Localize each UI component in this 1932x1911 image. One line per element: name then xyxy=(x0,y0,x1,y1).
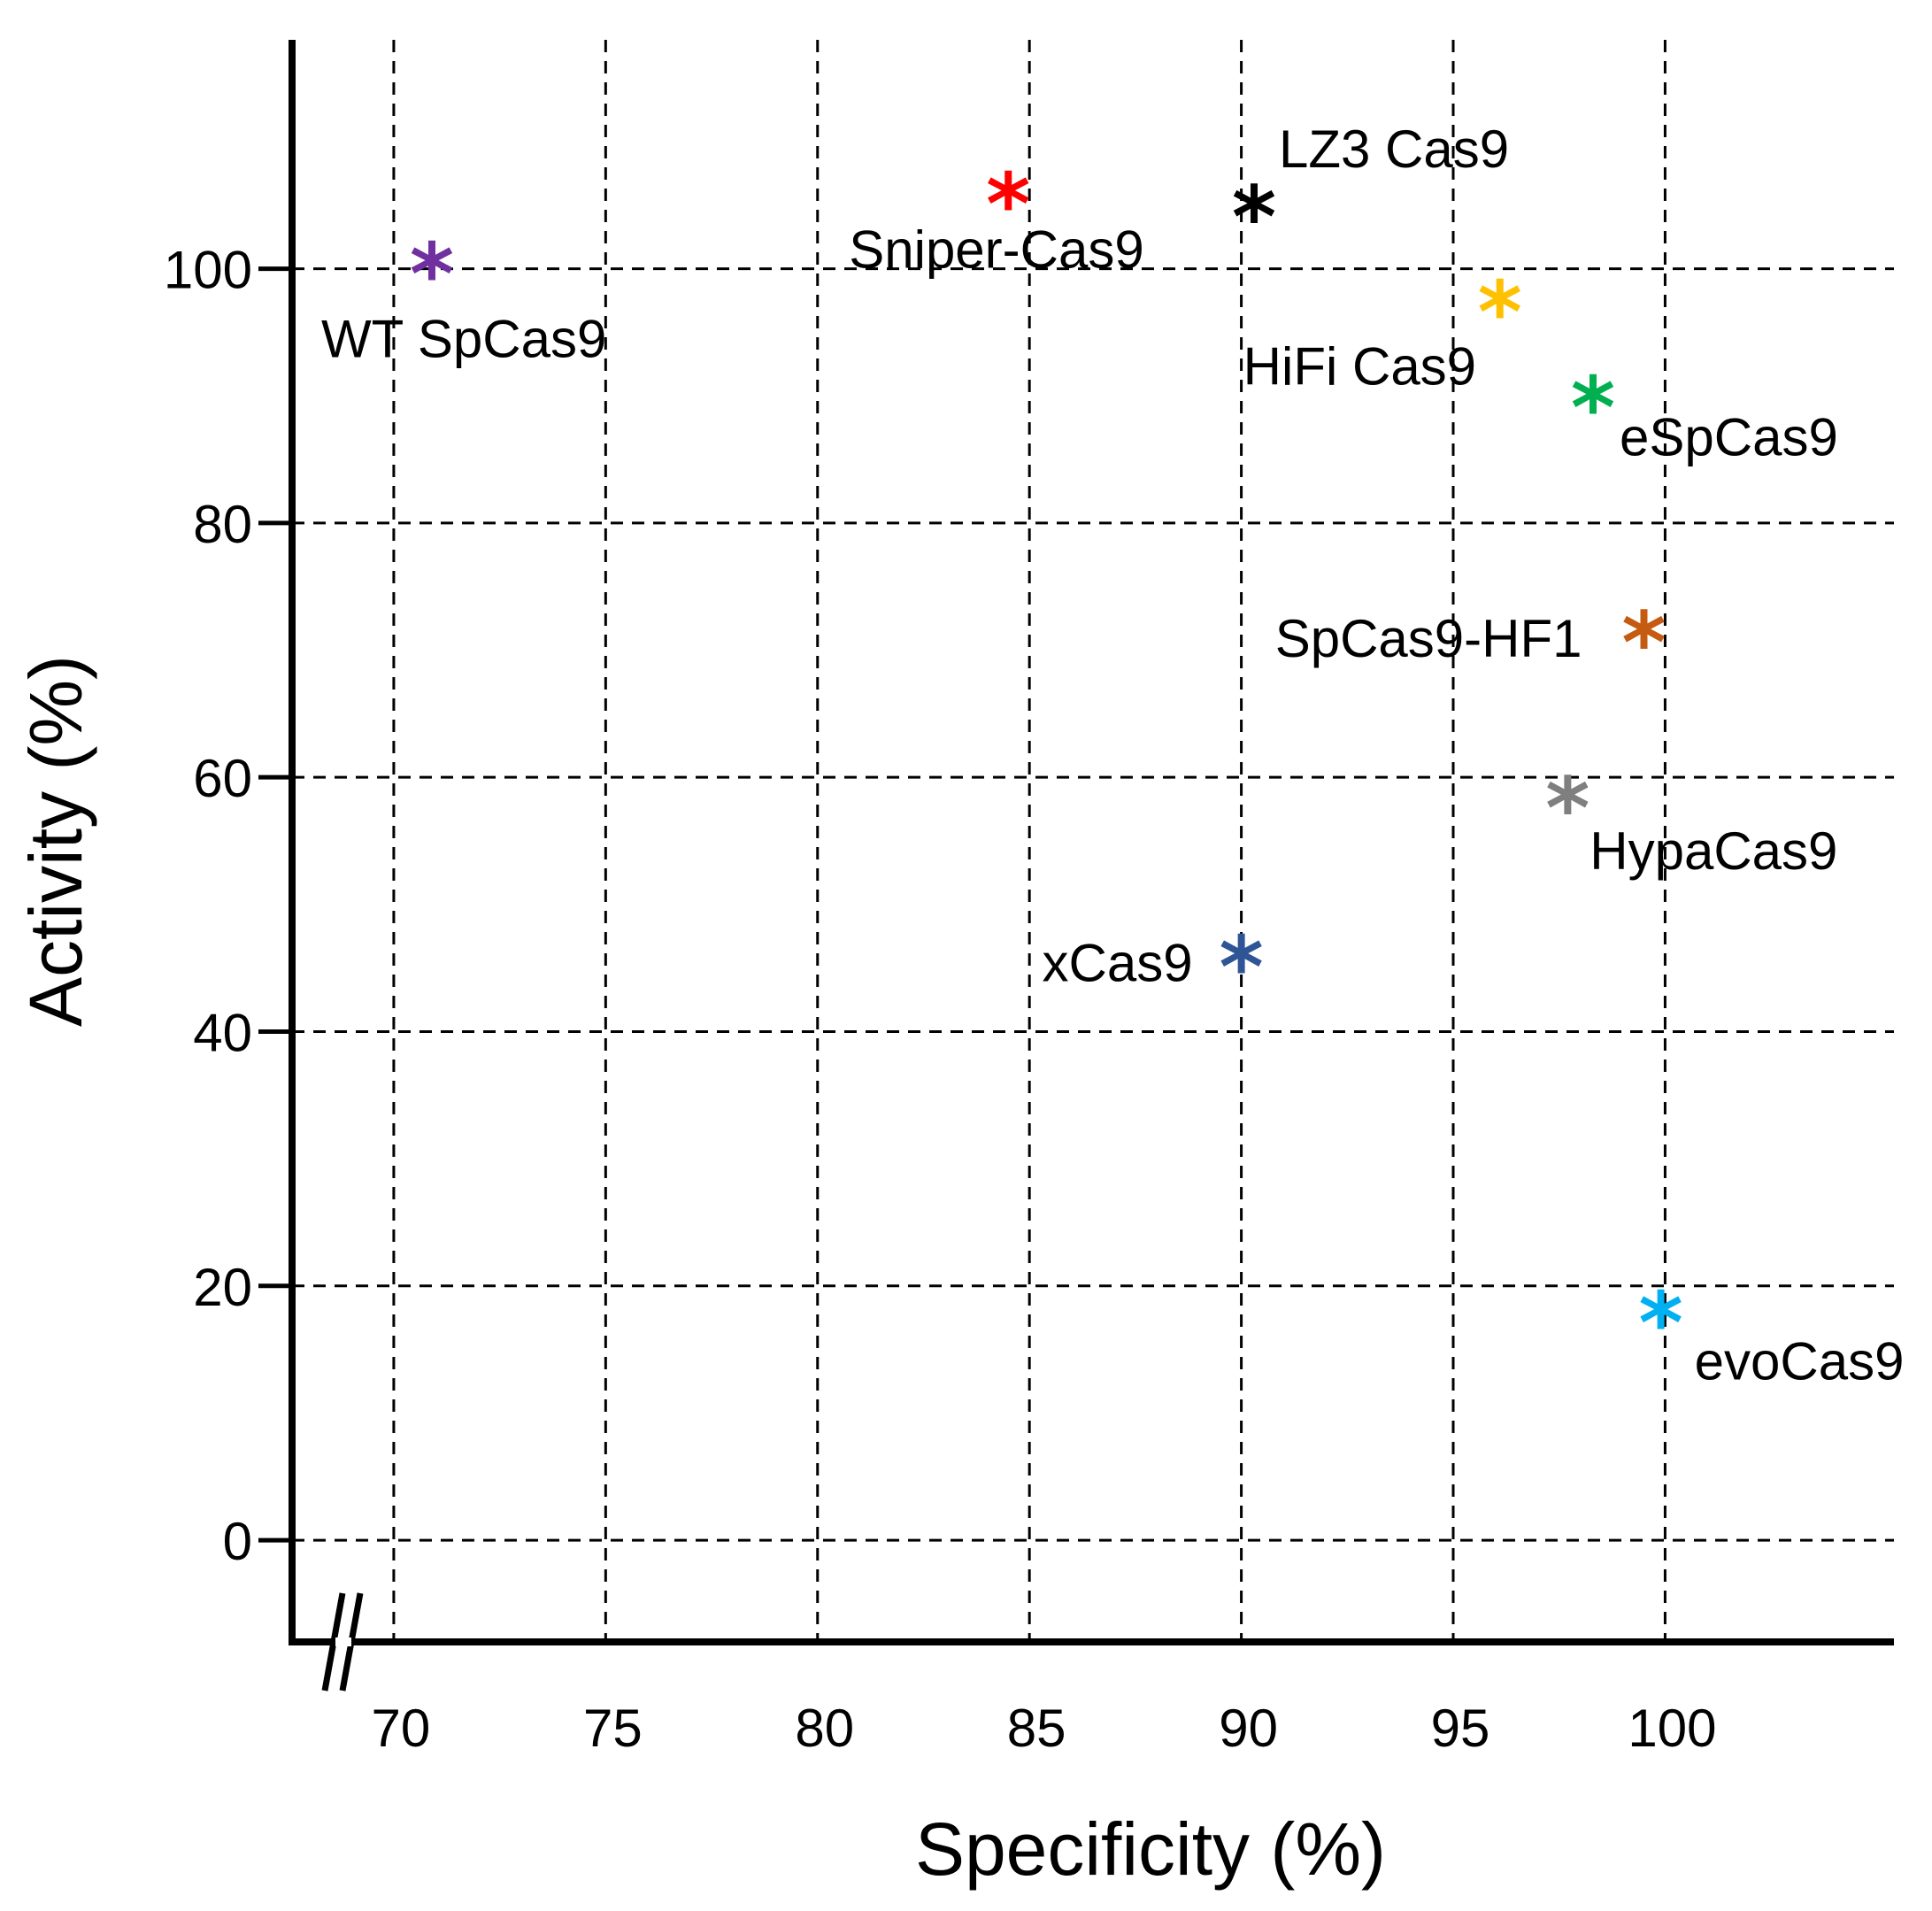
point-label-hypacas9: HypaCas9 xyxy=(1589,821,1837,881)
x-tick-label-95: 95 xyxy=(1431,1699,1490,1758)
point-label-wt-spcas9: WT SpCas9 xyxy=(321,310,606,369)
y-tick-label-80: 80 xyxy=(193,495,252,554)
point-label-lz3-cas9: LZ3 Cas9 xyxy=(1279,119,1509,179)
x-tick-label-100: 100 xyxy=(1628,1699,1716,1758)
point-label-sniper-cas9: Sniper-Cas9 xyxy=(849,220,1144,280)
point-marker-xcas9: * xyxy=(1219,918,1263,1017)
axes xyxy=(289,40,1894,1691)
x-axis-title: Specificity (%) xyxy=(915,1807,1386,1891)
point-marker-hifi-cas9: * xyxy=(1478,264,1522,363)
x-tick-label-85: 85 xyxy=(1007,1699,1066,1758)
axis-break-mark-1 xyxy=(321,1592,346,1691)
grid xyxy=(292,40,1894,1642)
y-tick-label-100: 100 xyxy=(164,241,252,300)
y-tick-label-0: 0 xyxy=(223,1512,252,1571)
x-tick-label-70: 70 xyxy=(372,1699,431,1758)
point-marker-lz3-cas9: * xyxy=(1232,168,1276,267)
point-marker-hypacas9: * xyxy=(1545,759,1589,859)
tick-labels: 0 20 40 60 80 100 70 75 80 85 90 95 100 xyxy=(164,241,1717,1758)
x-tick-label-90: 90 xyxy=(1219,1699,1278,1758)
y-axis-title: Activity (%) xyxy=(14,655,97,1027)
point-marker-wt-spcas9: * xyxy=(410,226,454,325)
point-label-evocas9: evoCas9 xyxy=(1695,1332,1905,1391)
point-label-xcas9: xCas9 xyxy=(1043,933,1193,992)
y-tick-label-40: 40 xyxy=(193,1003,252,1062)
point-labels: WT SpCas9 Sniper-Cas9 LZ3 Cas9 HiFi Cas9 eSp… xyxy=(321,119,1904,1391)
point-label-hifi-cas9: HiFi Cas9 xyxy=(1243,337,1476,397)
y-tick-label-60: 60 xyxy=(193,749,252,808)
point-label-espcas9: eSpCas9 xyxy=(1620,407,1838,466)
point-marker-evocas9: * xyxy=(1639,1275,1683,1374)
point-marker-sniper-cas9: * xyxy=(986,156,1030,255)
y-tick-label-20: 20 xyxy=(193,1258,252,1317)
x-tick-label-80: 80 xyxy=(795,1699,854,1758)
data-points: * * * * * * * * * xyxy=(410,156,1683,1374)
x-tick-label-75: 75 xyxy=(583,1699,643,1758)
point-label-spcas9-hf1: SpCas9-HF1 xyxy=(1275,609,1582,668)
point-marker-espcas9: * xyxy=(1571,358,1615,458)
point-marker-spcas9-hf1: * xyxy=(1621,594,1666,693)
